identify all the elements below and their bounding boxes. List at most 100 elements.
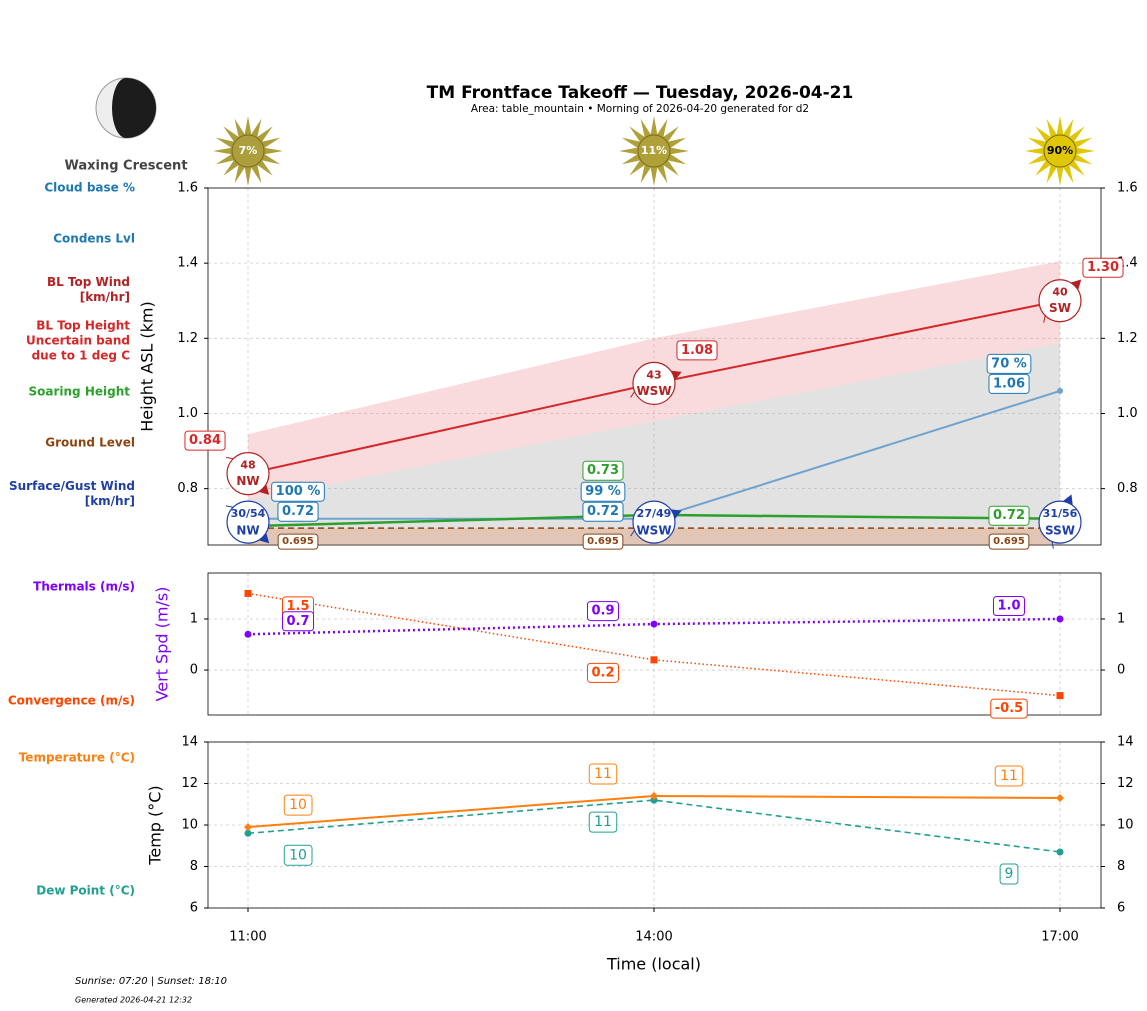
y-tick-label: 0 (190, 663, 198, 678)
bl-wind-circle (1038, 279, 1082, 323)
label-box (281, 611, 315, 632)
data-label: 0.695 (282, 536, 314, 547)
x-tick-label: 14:00 (635, 930, 672, 945)
label-box (992, 595, 1026, 616)
label-box (999, 863, 1019, 885)
data-label: NW (236, 524, 259, 538)
y-tick-label: 1 (190, 611, 198, 626)
wind-tail (630, 529, 636, 537)
data-label: SSW (1045, 524, 1075, 538)
wind-arrow (1071, 279, 1082, 290)
dew-point-line (247, 799, 1061, 853)
wind-tail (225, 456, 234, 460)
label-box (588, 811, 618, 833)
wind-tail (225, 505, 234, 508)
sunshine-label: 7% (239, 144, 258, 157)
label-box (582, 460, 624, 481)
condensation-point (1057, 387, 1063, 394)
y-tick-label: 1.4 (177, 256, 198, 271)
data-label: 0.2 (591, 665, 614, 680)
data-label: 0.72 (282, 504, 314, 519)
label-box (582, 533, 624, 550)
y2-tick-label: 1.6 (1117, 181, 1138, 196)
label-box (988, 505, 1030, 526)
data-label: 0.7 (286, 614, 309, 629)
data-label: 10 (289, 847, 307, 863)
temperature-point (650, 791, 658, 800)
convergence-point (244, 589, 252, 597)
sunshine-label: 90% (1047, 144, 1073, 157)
data-label: 10 (289, 797, 307, 813)
legend-label: Thermals (m/s) (33, 579, 135, 594)
bl-wind-circle (632, 361, 676, 406)
y2-tick-label: 10 (1117, 818, 1134, 833)
dew-point-point (244, 829, 252, 837)
x-tick-label: 17:00 (1041, 930, 1078, 945)
moon-shadow (112, 78, 156, 138)
data-label: 0.84 (189, 433, 221, 448)
temperature-point (1056, 794, 1064, 803)
moon-phase: Waxing Crescent (64, 159, 187, 174)
data-label: 70 % (991, 356, 1027, 371)
data-label: NW (236, 474, 259, 488)
data-label: 31/56 (1043, 507, 1078, 520)
sun-disc (1043, 134, 1077, 168)
label-box (277, 501, 319, 522)
label-box (1082, 257, 1124, 278)
data-label: 1.30 (1087, 260, 1119, 275)
y-tick-label: 1.2 (177, 331, 198, 346)
y2-tick-label: 8 (1117, 859, 1125, 874)
wind-tail (1043, 315, 1046, 323)
wind-arrow (1063, 494, 1073, 505)
data-label: 100 % (276, 484, 321, 499)
legend-label: Cloud base % (44, 180, 135, 195)
wind-tail (1051, 541, 1054, 549)
y2-tick-label: 0.8 (1117, 481, 1138, 496)
y2-tick-label: 12 (1117, 776, 1134, 791)
wind-arrow (671, 370, 682, 380)
surface-wind-circle (632, 500, 676, 544)
y-axis-label: Vert Spd (m/s) (153, 587, 172, 702)
y-tick-label: 8 (190, 859, 198, 874)
y-tick-label: 6 (190, 901, 198, 916)
label-box (988, 373, 1030, 394)
y2-tick-label: 1 (1117, 611, 1125, 626)
y-tick-label: 1.0 (177, 406, 198, 421)
thermals-point (1056, 615, 1064, 623)
generated: Generated 2026-04-21 12:32 (75, 996, 192, 1005)
data-label: 0.72 (587, 504, 619, 519)
data-label: 1.5 (286, 599, 309, 614)
y-axis-label: Temp (°C) (146, 785, 165, 865)
legend-label: Surface/Gust Wind [km/hr] (9, 479, 135, 508)
label-box (676, 340, 718, 361)
sun-disc (637, 134, 671, 168)
data-label: 27/49 (637, 507, 672, 520)
label-box (988, 533, 1030, 550)
sunshine-label: 11% (641, 144, 667, 157)
surface-wind-circle (1038, 500, 1082, 544)
label-box (986, 353, 1032, 374)
data-label: 0.695 (587, 536, 619, 547)
data-label: 1.06 (993, 376, 1025, 391)
data-label: SW (1049, 301, 1071, 315)
sun-disc (231, 134, 265, 168)
label-box (994, 765, 1024, 787)
label-box (283, 794, 313, 816)
data-label: 9 (1005, 866, 1014, 882)
label-box (271, 481, 325, 502)
data-label: 11 (1000, 768, 1018, 784)
dew-point-point (650, 796, 658, 804)
legend-label: Ground Level (45, 435, 135, 450)
data-label: 30/54 (231, 507, 266, 520)
data-label: 0.695 (993, 536, 1025, 547)
wind-arrow (259, 484, 270, 495)
x-axis-label: Time (local) (606, 955, 701, 974)
legend-label: Condens Lvl (53, 231, 135, 246)
temperature-point (244, 823, 252, 832)
data-label: 40 (1052, 286, 1068, 299)
label-box (586, 662, 620, 683)
y-tick-label: 0.8 (177, 481, 198, 496)
legend-label: BL Top Height Uncertain band due to 1 de… (26, 318, 130, 363)
